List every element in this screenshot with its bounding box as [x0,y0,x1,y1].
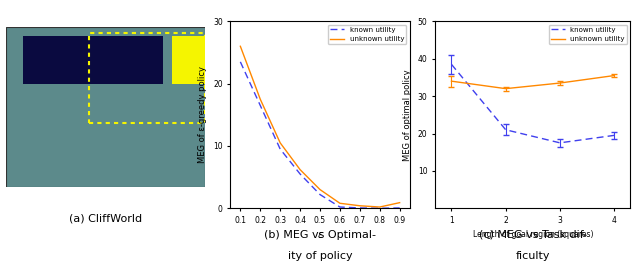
Text: (c) MEG vs Task dif-: (c) MEG vs Task dif- [479,230,587,240]
Legend: known utility, unknown utility: known utility, unknown utility [549,25,627,45]
Text: (a) CliffWorld: (a) CliffWorld [69,214,142,224]
Bar [172,36,205,84]
Legend: known utility, unknown utility: known utility, unknown utility [328,25,406,45]
Text: ity of policy: ity of policy [288,251,352,261]
Text: ficulty: ficulty [516,251,550,261]
Y-axis label: MEG of ε-greedy policy: MEG of ε-greedy policy [198,66,207,163]
Bar [89,33,205,123]
Bar [23,36,163,84]
Y-axis label: MEG of optimal policy: MEG of optimal policy [403,69,412,161]
X-axis label: ε: ε [317,230,323,241]
X-axis label: Length of goal region (squares): Length of goal region (squares) [472,230,593,239]
Text: (b) MEG vs Optimal-: (b) MEG vs Optimal- [264,230,376,240]
